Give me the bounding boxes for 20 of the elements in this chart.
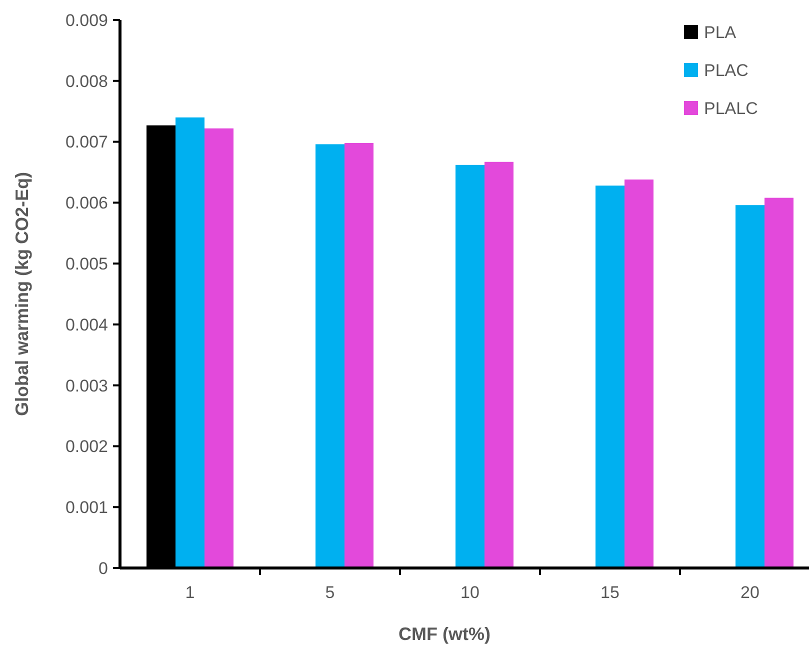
x-tick-label: 5: [325, 583, 335, 602]
legend-label: PLALC: [704, 98, 758, 118]
x-tick-label: 20: [740, 583, 760, 602]
y-tick-label: 0.001: [65, 498, 108, 518]
y-tick-label: 0.005: [65, 254, 108, 274]
y-tick-label: 0.007: [65, 132, 108, 152]
y-axis-title: Global warming (kg CO2-Eq): [12, 172, 32, 416]
y-tick-label: 0.006: [65, 194, 108, 213]
legend-label: PLAC: [704, 60, 748, 80]
y-tick-label: 0.009: [65, 10, 108, 30]
y-tick-label: 0: [98, 558, 108, 578]
y-tick-label: 0.008: [65, 72, 108, 91]
y-tick-label: 0.002: [65, 437, 108, 456]
y-tick-label: 0.003: [65, 376, 108, 396]
legend-label: PLA: [704, 22, 737, 42]
x-axis-title: CMF (wt%): [398, 624, 490, 644]
x-tick-label: 10: [460, 583, 480, 602]
x-tick-label: 1: [185, 583, 195, 602]
x-tick-label: 15: [600, 583, 620, 602]
y-tick-label: 0.004: [65, 315, 108, 334]
